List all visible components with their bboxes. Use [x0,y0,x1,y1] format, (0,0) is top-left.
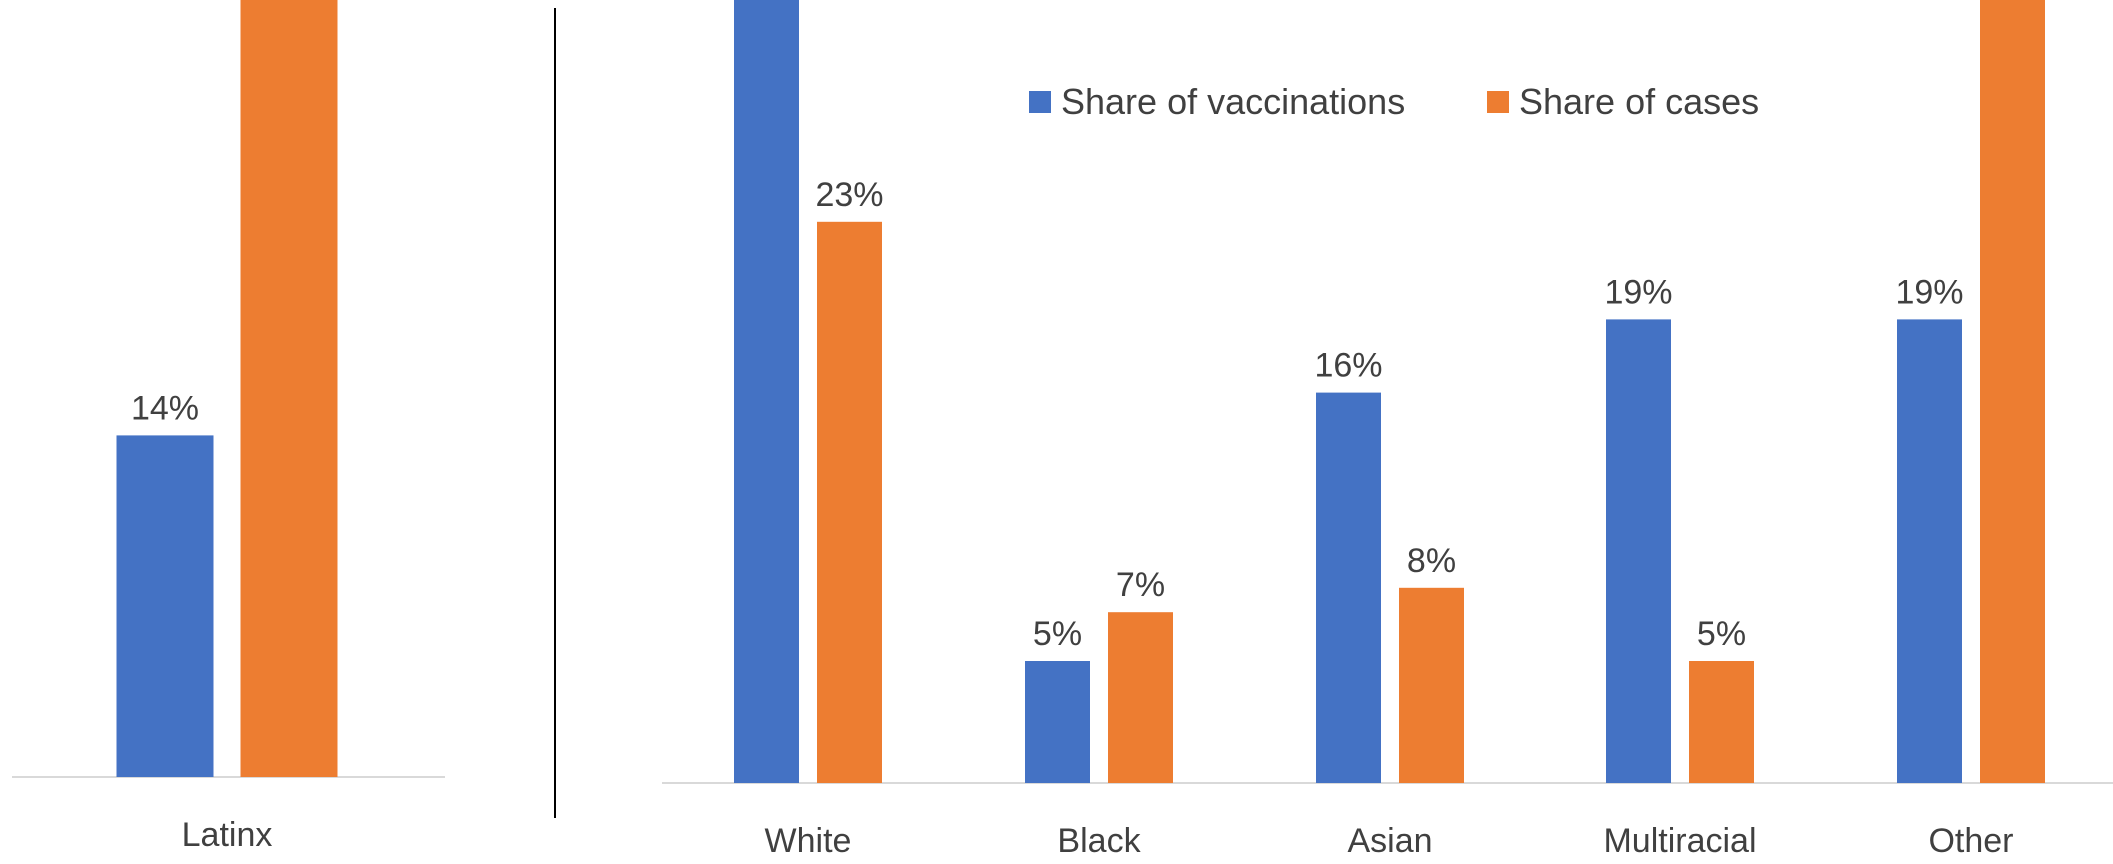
x-tick-label-multiracial: Multiracial [1603,822,1756,859]
legend-swatch-cases [1487,91,1509,113]
x-tick-label-black: Black [1057,822,1141,859]
bar-black-series-0 [1025,661,1090,783]
bar-asian-series-1 [1399,587,1464,783]
x-tick-label-asian: Asian [1347,822,1432,859]
bar-asian-series-0 [1316,392,1381,783]
x-tick-label-other: Other [1928,822,2013,859]
race-panel: 42%23%White5%7%Black16%8%Asian19%5%Multi… [662,0,2113,860]
bar-latinx-series-1 [240,0,338,777]
bar-white-series-0 [734,0,799,784]
bar-multiracial-series-1 [1689,661,1754,783]
data-label-asian-series-0: 16% [1314,347,1382,385]
x-tick-label-latinx: Latinx [182,816,273,854]
latinx-panel: 14%32%Latinx [12,0,445,854]
legend-label-cases: Share of cases [1519,81,1759,122]
bar-multiracial-series-0 [1606,319,1671,783]
legend: Share of vaccinations Share of cases [1029,81,1759,122]
data-label-white-series-1: 23% [815,176,883,214]
data-label-black-series-1: 7% [1116,566,1165,604]
data-label-latinx-series-0: 14% [131,389,199,427]
bar-other-series-0 [1897,319,1962,783]
data-label-other-series-0: 19% [1895,273,1963,311]
x-tick-label-white: White [765,822,852,859]
data-label-multiracial-series-0: 19% [1604,273,1672,311]
legend-label-vaccinations: Share of vaccinations [1061,81,1405,122]
bar-white-series-1 [817,221,882,784]
bar-other-series-1 [1980,0,2045,784]
bar-latinx-series-0 [116,435,214,777]
data-label-asian-series-1: 8% [1407,542,1456,580]
data-label-multiracial-series-1: 5% [1697,615,1746,653]
legend-swatch-vaccinations [1029,91,1051,113]
bar-black-series-1 [1108,612,1173,783]
data-label-black-series-0: 5% [1033,615,1082,653]
